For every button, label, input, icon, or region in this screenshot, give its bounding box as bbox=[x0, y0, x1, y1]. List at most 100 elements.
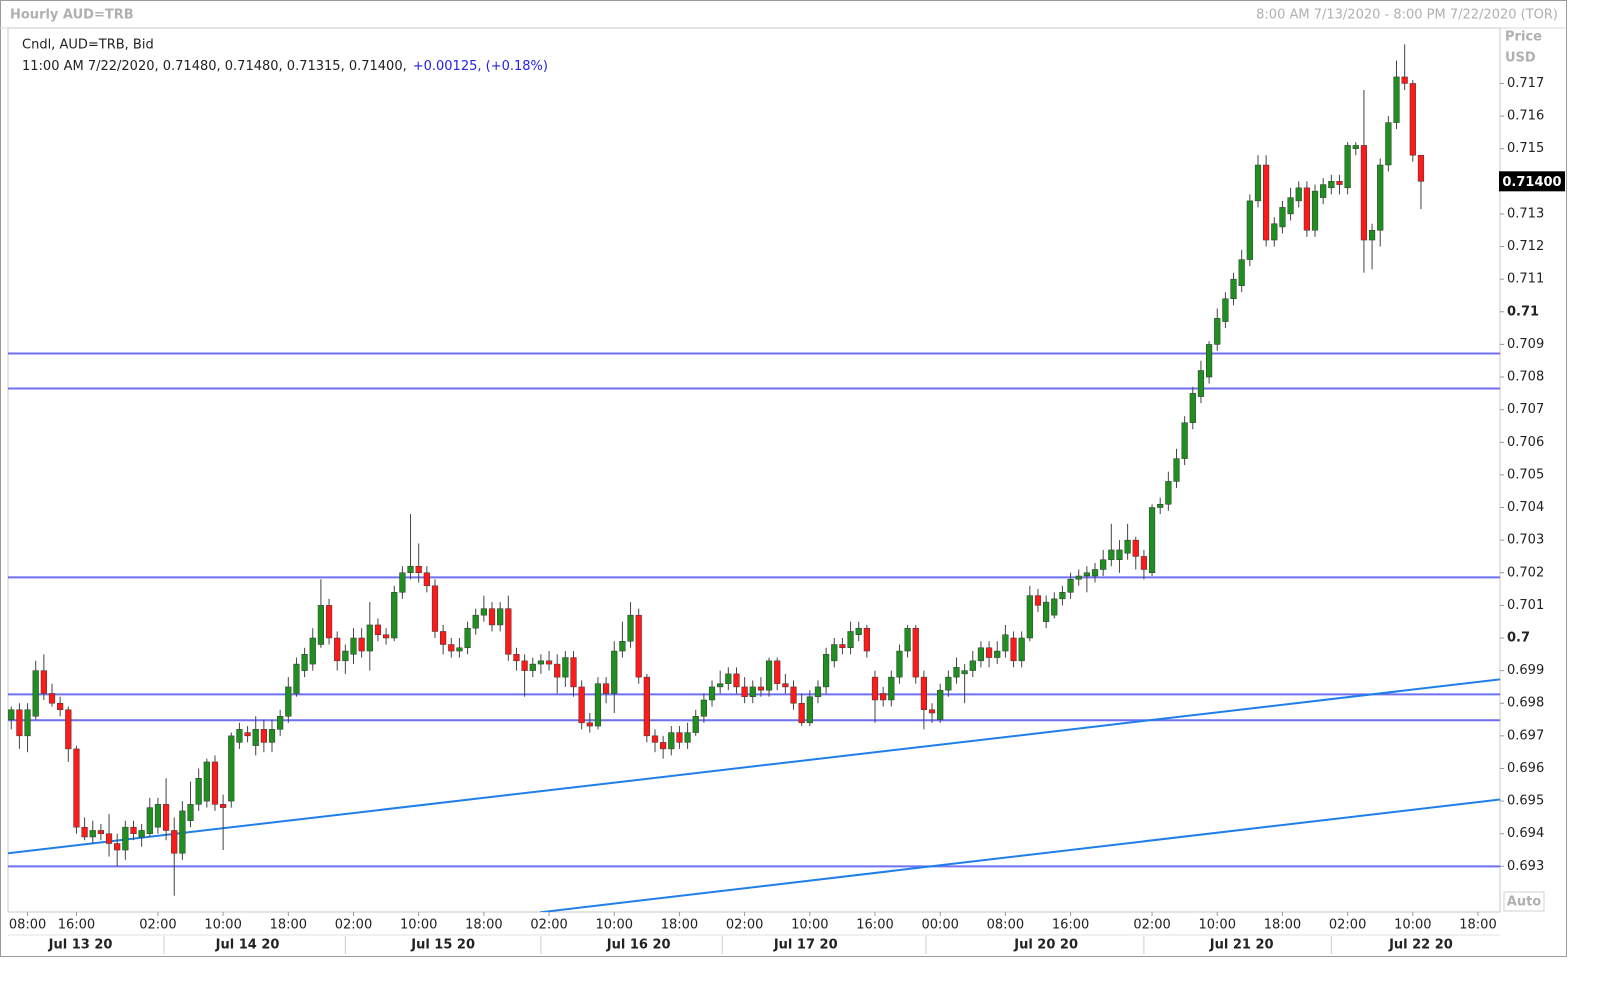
candle-body bbox=[961, 670, 968, 675]
x-tick-label: 02:00 bbox=[1133, 918, 1170, 933]
x-tick-label: 16:00 bbox=[1052, 918, 1089, 933]
candle-body bbox=[1271, 223, 1278, 241]
candle-body bbox=[391, 592, 398, 639]
candle-body bbox=[399, 572, 406, 593]
candle-body bbox=[554, 663, 561, 678]
x-tick-label: 10:00 bbox=[400, 918, 437, 933]
candle-body bbox=[309, 637, 316, 665]
candle-body bbox=[1344, 145, 1351, 189]
x-tick-label: 10:00 bbox=[1199, 918, 1236, 933]
candle-body bbox=[1034, 595, 1042, 606]
candle-body bbox=[928, 709, 936, 714]
candle-body bbox=[912, 627, 919, 678]
y-tick-label: 0.703 bbox=[1507, 533, 1544, 548]
candle-body bbox=[374, 624, 382, 635]
candle-body bbox=[863, 627, 870, 652]
candle-body bbox=[1205, 344, 1213, 378]
candle-body bbox=[692, 716, 699, 733]
candle-body bbox=[562, 657, 569, 678]
auto-label[interactable]: Auto bbox=[1507, 895, 1542, 910]
candle-body bbox=[1132, 539, 1139, 557]
y-tick-label: 0.71 bbox=[1507, 304, 1539, 319]
legend-values: 11:00 AM 7/22/2020, 0.71480, 0.71480, 0.… bbox=[22, 59, 548, 74]
candle-body bbox=[456, 647, 463, 652]
y-tick-label: 0.694 bbox=[1507, 826, 1544, 841]
candle-body bbox=[871, 676, 879, 701]
candle-body bbox=[953, 667, 960, 678]
x-tick-label: 02:00 bbox=[530, 918, 567, 933]
x-tick-label: 02:00 bbox=[335, 918, 372, 933]
x-tick-label: 10:00 bbox=[1394, 918, 1431, 933]
y-tick-label: 0.693 bbox=[1507, 859, 1544, 874]
date-label: Jul 22 20 bbox=[1388, 938, 1453, 953]
candle-body bbox=[814, 686, 822, 697]
candle-body bbox=[855, 627, 862, 635]
candle-body bbox=[138, 830, 145, 838]
candle-body bbox=[81, 826, 88, 838]
candle-body bbox=[130, 826, 137, 834]
candle-body bbox=[1197, 370, 1205, 397]
candle-body bbox=[1417, 154, 1425, 182]
candle-body bbox=[1108, 549, 1115, 560]
x-tick-label: 02:00 bbox=[726, 918, 763, 933]
candle-body bbox=[717, 683, 724, 688]
candle-body bbox=[122, 826, 129, 851]
x-tick-label: 10:00 bbox=[204, 918, 241, 933]
candle-body bbox=[1002, 634, 1009, 652]
x-tick-label: 00:00 bbox=[921, 918, 958, 933]
candle-body bbox=[195, 778, 202, 805]
date-label: Jul 13 20 bbox=[48, 938, 113, 953]
candle-body bbox=[920, 676, 927, 711]
candle-body bbox=[578, 686, 585, 724]
candle-body bbox=[1385, 122, 1392, 166]
date-range: 8:00 AM 7/13/2020 - 8:00 PM 7/22/2020 (T… bbox=[1256, 8, 1558, 23]
candle-body bbox=[888, 676, 895, 701]
x-tick-label: 18:00 bbox=[1264, 918, 1301, 933]
candle-body bbox=[994, 650, 1001, 658]
candle-body bbox=[472, 614, 479, 629]
candle-body bbox=[619, 641, 626, 652]
candle-body bbox=[415, 565, 422, 574]
y-tick-label: 0.704 bbox=[1507, 500, 1544, 515]
x-tick-label: 18:00 bbox=[661, 918, 698, 933]
candle-body bbox=[464, 627, 471, 649]
candle-body bbox=[97, 830, 104, 834]
candle-body bbox=[431, 585, 439, 632]
candle-body bbox=[505, 608, 512, 655]
candle-body bbox=[57, 702, 64, 711]
candle-body bbox=[1116, 549, 1123, 560]
auto-button[interactable] bbox=[1503, 891, 1545, 912]
candle-body bbox=[1043, 601, 1050, 622]
candle-body bbox=[725, 673, 732, 684]
candle-body bbox=[480, 608, 487, 616]
y-tick-label: 0.717 bbox=[1507, 76, 1544, 91]
candle-body bbox=[407, 565, 414, 574]
candle-body bbox=[537, 660, 545, 665]
candle-body bbox=[831, 644, 838, 662]
candle-body bbox=[162, 804, 170, 831]
candle-body bbox=[896, 650, 903, 678]
x-tick-label: 18:00 bbox=[465, 918, 502, 933]
candle-body bbox=[1230, 278, 1237, 299]
date-label: Jul 15 20 bbox=[410, 938, 475, 953]
candle-body bbox=[268, 729, 276, 743]
x-tick-label: 18:00 bbox=[270, 918, 307, 933]
candle-body bbox=[1352, 145, 1359, 149]
candle-body bbox=[40, 670, 47, 694]
candle-body bbox=[1320, 184, 1327, 198]
candle-body bbox=[570, 657, 577, 688]
candle-body bbox=[651, 735, 659, 743]
candle-body bbox=[1165, 481, 1172, 505]
y-tick-label: 0.699 bbox=[1507, 663, 1544, 678]
candle-body bbox=[285, 686, 292, 717]
candle-body bbox=[1157, 504, 1164, 508]
candle-body bbox=[1336, 181, 1343, 185]
candle-body bbox=[1393, 76, 1400, 123]
date-label: Jul 16 20 bbox=[606, 938, 671, 953]
x-tick-label: 16:00 bbox=[856, 918, 893, 933]
y-tick-label: 0.696 bbox=[1507, 761, 1544, 776]
candle-body bbox=[1010, 637, 1017, 662]
trend-line bbox=[539, 798, 1500, 912]
candle-body bbox=[244, 732, 251, 737]
candle-body bbox=[334, 637, 341, 662]
